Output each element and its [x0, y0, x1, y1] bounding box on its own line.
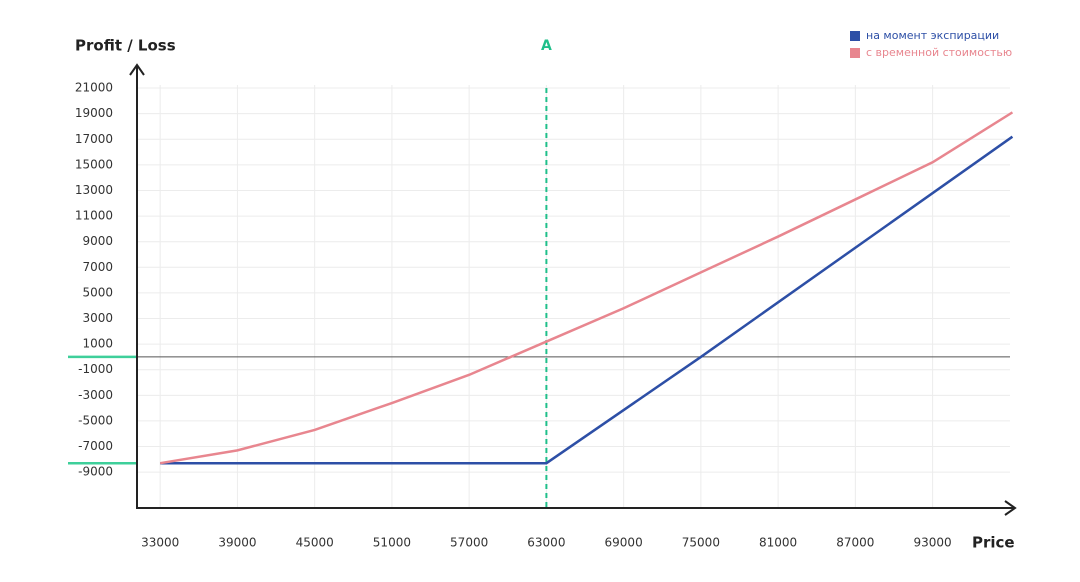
x-tick-label: 63000: [527, 536, 565, 550]
x-tick-label: 45000: [296, 536, 334, 550]
y-tick-label: 15000: [75, 157, 113, 171]
x-tick-label: 33000: [141, 536, 179, 550]
y-tick-label: -1000: [78, 362, 113, 376]
y-arrow: [129, 63, 145, 76]
series-line: [160, 135, 1014, 465]
y-tick-label: 9000: [82, 234, 113, 248]
x-tick-label: 51000: [373, 536, 411, 550]
x-tick-label: 93000: [914, 536, 952, 550]
y-tick-label: -3000: [78, 388, 113, 402]
x-tick-label: 87000: [836, 536, 874, 550]
y-tick-label: 11000: [75, 209, 113, 223]
y-tick-label: 13000: [75, 183, 113, 197]
legend-swatch: [850, 48, 860, 58]
y-tick-label: -7000: [78, 439, 113, 453]
x-tick-label: 39000: [218, 536, 256, 550]
legend-label: с временной стоимостью: [866, 46, 1012, 59]
x-axis-title: Price: [972, 534, 1015, 552]
legend-swatch: [850, 31, 860, 41]
y-tick-label: 17000: [75, 132, 113, 146]
y-tick-label: -9000: [78, 465, 113, 479]
y-axis-title: Profit / Loss: [75, 37, 176, 55]
x-arrow: [1004, 500, 1017, 516]
legend-label: на момент экспирации: [866, 29, 999, 42]
y-tick-label: -5000: [78, 413, 113, 427]
x-tick-label: 75000: [682, 536, 720, 550]
y-tick-label: 3000: [82, 311, 113, 325]
y-tick-label: 1000: [82, 337, 113, 351]
x-tick-label: 81000: [759, 536, 797, 550]
y-tick-label: 21000: [75, 81, 113, 95]
x-tick-label: 69000: [605, 536, 643, 550]
axes: [136, 65, 1015, 509]
y-tick-label: 5000: [82, 285, 113, 299]
y-tick-label: 19000: [75, 106, 113, 120]
x-tick-label: 57000: [450, 536, 488, 550]
y-tick-label: 7000: [82, 260, 113, 274]
series-line: [159, 111, 1014, 465]
strike-label: A: [541, 38, 552, 54]
